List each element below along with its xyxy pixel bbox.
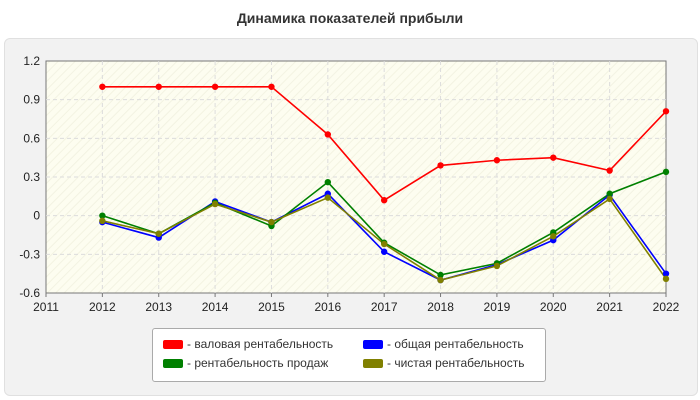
x-tick-label: 2018	[427, 300, 454, 314]
y-tick-label: -0.6	[19, 286, 40, 300]
data-point-series-1	[662, 270, 670, 277]
data-point-series-0	[662, 108, 670, 115]
x-tick-label: 2022	[653, 300, 680, 314]
legend-item: - общая рентабельность	[363, 337, 524, 351]
data-point-series-0	[155, 83, 162, 90]
legend-swatch	[363, 339, 383, 349]
data-point-series-3	[550, 233, 557, 240]
y-tick-label: -0.3	[19, 247, 40, 261]
legend-label: - чистая рентабельность	[387, 356, 525, 370]
y-tick-label: 0.3	[23, 170, 40, 184]
data-point-series-0	[606, 167, 613, 174]
data-point-series-0	[380, 197, 388, 204]
legend-label: - рентабельность продаж	[187, 356, 329, 370]
data-point-series-3	[268, 218, 275, 226]
data-point-series-0	[550, 154, 557, 161]
x-tick-label: 2011	[33, 300, 59, 314]
data-point-series-0	[268, 83, 275, 90]
data-point-series-3	[324, 194, 332, 201]
data-point-series-3	[211, 200, 219, 208]
data-point-series-3	[493, 262, 501, 270]
x-tick-label: 2021	[596, 300, 623, 314]
legend-item: - чистая рентабельность	[363, 356, 524, 370]
x-tick-label: 2017	[371, 300, 398, 314]
data-point-series-0	[493, 157, 501, 164]
data-point-series-0	[324, 131, 332, 138]
data-point-series-3	[99, 217, 106, 225]
data-point-series-3	[380, 240, 388, 248]
legend-label: - валовая рентабельность	[187, 337, 334, 351]
data-point-series-0	[437, 162, 444, 169]
chart-title: Динамика показателей прибыли	[236, 10, 464, 26]
y-tick-label: 0.9	[23, 93, 40, 107]
data-point-series-3	[606, 195, 613, 203]
series-group	[99, 83, 670, 284]
data-point-series-3	[437, 276, 444, 284]
data-point-series-2	[662, 168, 670, 176]
data-point-series-0	[211, 83, 219, 90]
grid-lines	[46, 61, 666, 293]
legend-label: - общая рентабельность	[387, 337, 524, 351]
data-point-series-3	[155, 230, 162, 237]
x-tick-label: 2016	[314, 300, 341, 314]
data-point-series-3	[662, 275, 670, 283]
legend-item: - рентабельность продаж	[163, 356, 328, 370]
x-tick-label: 2020	[540, 300, 567, 314]
y-tick-label: 1.2	[23, 54, 40, 68]
data-point-series-2	[324, 178, 332, 186]
data-point-series-1	[380, 248, 388, 255]
legend: - валовая рентабельность - общая рентабел…	[152, 328, 546, 382]
data-point-series-0	[99, 83, 106, 90]
x-tick-label: 2014	[202, 300, 229, 314]
data-point-series-2	[606, 190, 613, 197]
x-tick-label: 2013	[145, 300, 172, 314]
legend-item: - валовая рентабельность	[163, 337, 333, 351]
legend-swatch	[163, 358, 183, 368]
legend-swatch	[163, 339, 183, 349]
y-tick-label: 0.6	[23, 131, 40, 145]
x-tick-label: 2012	[89, 300, 116, 314]
x-tick-label: 2019	[484, 300, 511, 314]
data-point-series-2	[99, 212, 106, 219]
data-point-series-2	[437, 271, 444, 279]
legend-swatch	[363, 358, 383, 368]
x-tick-label: 2015	[258, 300, 285, 314]
y-tick-label: 0	[33, 209, 40, 223]
